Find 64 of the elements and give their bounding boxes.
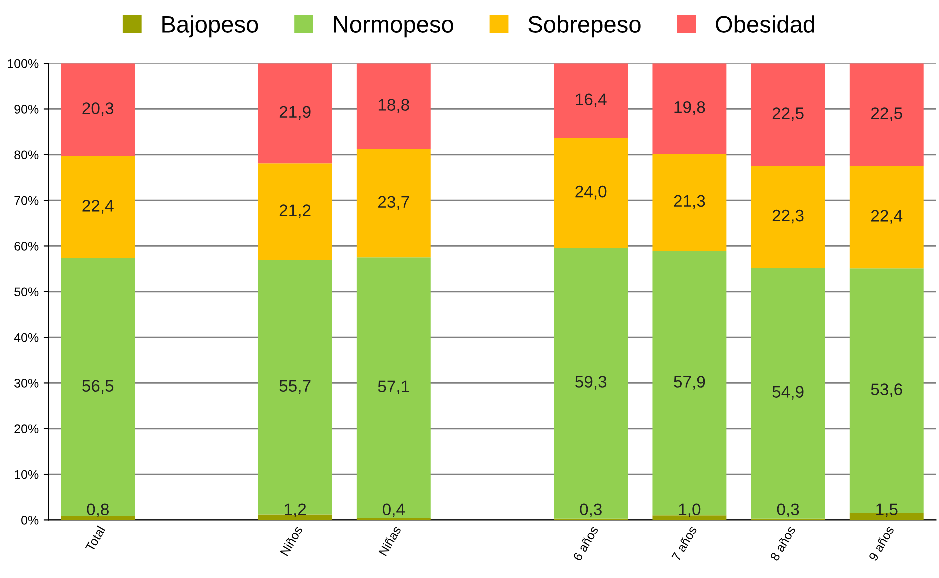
- bar: [356, 64, 431, 150]
- data-label: 21,9: [280, 106, 311, 120]
- data-label: 22,4: [82, 200, 114, 214]
- bar: [850, 166, 924, 269]
- data-label: 0,3: [777, 504, 800, 518]
- data-label: 20,3: [82, 102, 114, 116]
- data-label: 54,9: [772, 386, 804, 400]
- bar: [258, 164, 332, 260]
- data-label: 18,8: [378, 99, 410, 113]
- data-label: 22,5: [872, 108, 902, 122]
- y-tick-label: 90%: [14, 105, 39, 114]
- bar: [850, 64, 924, 166]
- legend-label: Sobrepeso: [528, 16, 641, 38]
- bar: [751, 166, 826, 268]
- data-label: 0,4: [382, 504, 406, 518]
- data-label: 21,3: [674, 195, 706, 210]
- y-tick-label: 0%: [22, 516, 39, 525]
- data-label: 22,4: [872, 210, 903, 224]
- data-label: 1,5: [876, 504, 898, 518]
- data-label: 1,2: [285, 504, 306, 518]
- data-label: 0,8: [87, 504, 109, 518]
- data-label: 22,5: [772, 108, 804, 122]
- data-label: 22,3: [772, 210, 804, 224]
- data-label: 57,9: [674, 376, 706, 390]
- data-label: 19,8: [674, 101, 706, 116]
- data-label: 0,3: [580, 504, 602, 518]
- legend-label: Bajopeso: [162, 16, 258, 38]
- y-tick-label: 80%: [14, 150, 39, 160]
- y-tick-label: 30%: [14, 379, 39, 388]
- bar: [652, 64, 727, 154]
- bar: [61, 156, 136, 259]
- data-label: 55,7: [280, 380, 311, 394]
- data-label: 23,7: [378, 196, 410, 210]
- y-tick-label: 40%: [14, 333, 39, 342]
- bar: [751, 268, 826, 519]
- bar: [554, 248, 628, 519]
- data-label: 56,5: [82, 380, 114, 394]
- legend-label: Obesidad: [716, 16, 815, 33]
- bar: [652, 154, 727, 252]
- bar: [751, 64, 826, 166]
- y-tick-label: 70%: [14, 196, 39, 206]
- y-tick-label: 100%: [8, 59, 39, 68]
- y-tick-label: 10%: [15, 470, 39, 480]
- bar: [61, 516, 136, 520]
- data-label: 57,1: [378, 380, 410, 394]
- legend-label: Normopeso: [334, 16, 454, 38]
- y-tick-label: 60%: [14, 242, 39, 251]
- data-label: 59,3: [576, 376, 607, 390]
- bar: [652, 516, 727, 520]
- bar: [652, 251, 727, 516]
- data-label: 21,2: [280, 204, 311, 218]
- data-label: 1,0: [679, 504, 701, 518]
- data-label: 24,0: [576, 186, 607, 200]
- data-label: 16,4: [576, 94, 607, 108]
- bar: [554, 138, 628, 248]
- bar: [61, 64, 136, 156]
- data-label: 53,6: [871, 384, 902, 398]
- y-tick-label: 50%: [14, 288, 39, 297]
- bar: [61, 258, 136, 517]
- bar: [258, 64, 332, 164]
- y-tick-label: 20%: [14, 424, 39, 434]
- bar: [356, 258, 431, 518]
- bar: [356, 149, 431, 258]
- bar: [554, 64, 628, 138]
